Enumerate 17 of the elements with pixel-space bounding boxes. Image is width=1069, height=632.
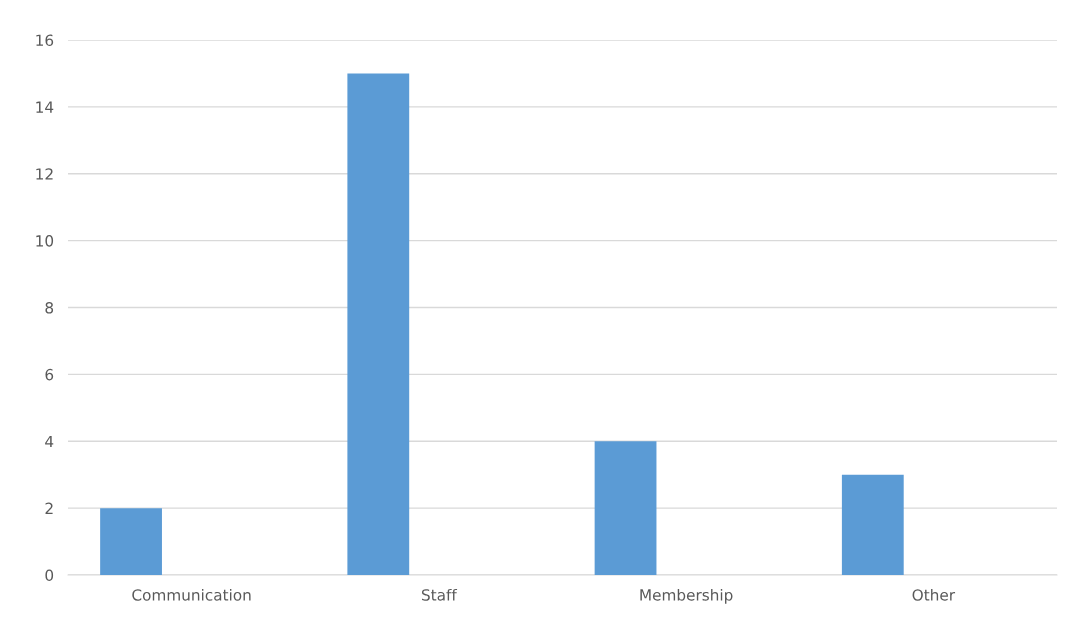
y-tick-label: 8: [45, 301, 54, 314]
x-tick-label: Other: [912, 588, 956, 601]
y-tick-label: 6: [45, 368, 54, 381]
x-tick-label: Staff: [421, 588, 458, 601]
y-tick-label: 2: [45, 502, 53, 514]
y-tick-label: 16: [36, 34, 54, 47]
bar: [100, 508, 162, 575]
x-tick-label: Communication: [132, 588, 251, 601]
y-tick-label: 4: [45, 435, 54, 448]
bar: [594, 441, 657, 575]
y-tick-label: 12: [36, 168, 53, 180]
y-tick-label: 0: [45, 569, 54, 582]
bar: [347, 73, 410, 575]
bar: [841, 474, 904, 575]
y-tick-label: 10: [36, 235, 54, 247]
y-tick-label: 14: [36, 101, 54, 113]
x-tick-label: Membership: [640, 588, 733, 604]
